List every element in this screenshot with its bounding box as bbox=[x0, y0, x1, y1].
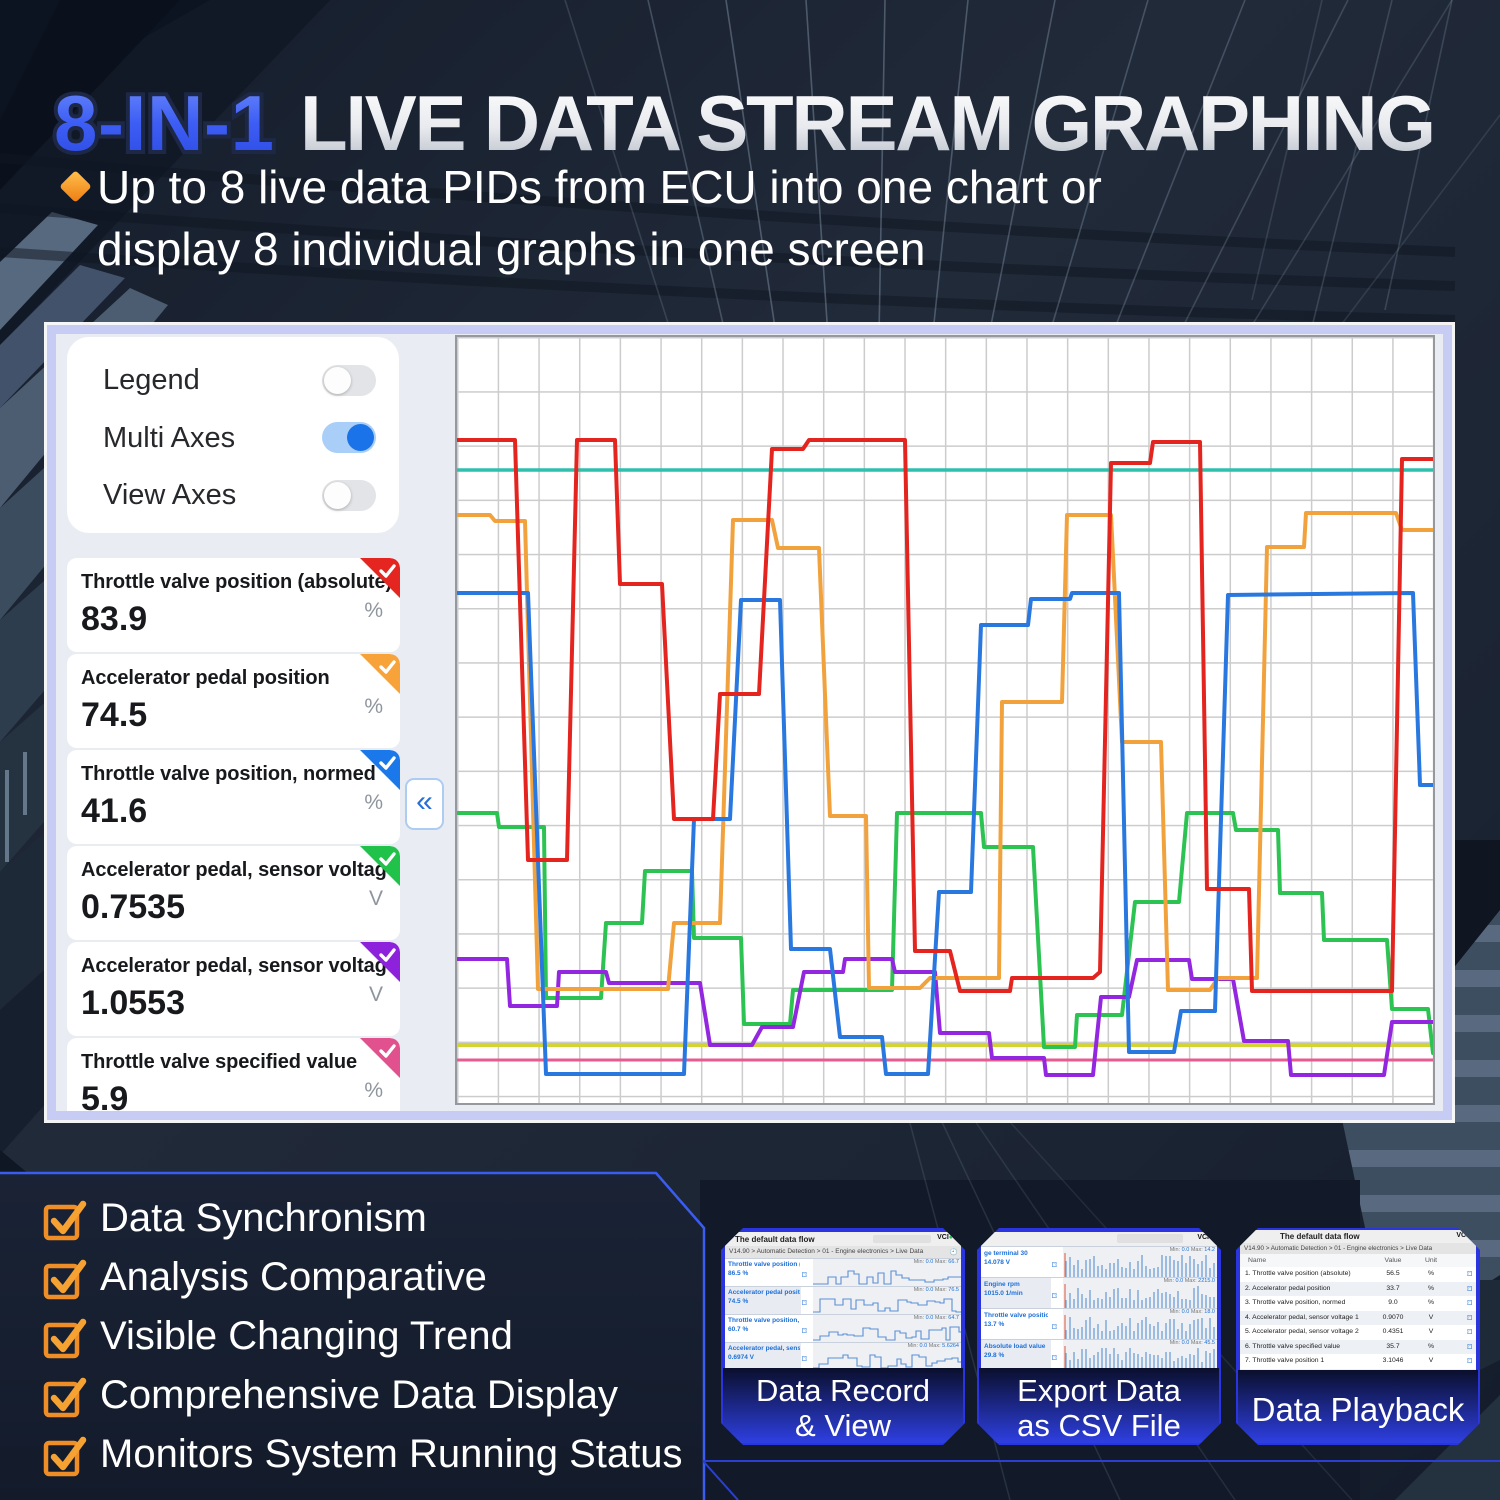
svg-text:8-IN-1: 8-IN-1 bbox=[54, 79, 276, 167]
svg-text:display 8 individual graphs in: display 8 individual graphs in one scree… bbox=[97, 223, 926, 275]
svg-text:Up to 8 live data PIDs from EC: Up to 8 live data PIDs from ECU into one… bbox=[97, 161, 1102, 213]
svg-text:LIVE DATA STREAM GRAPHING: LIVE DATA STREAM GRAPHING bbox=[300, 79, 1438, 167]
